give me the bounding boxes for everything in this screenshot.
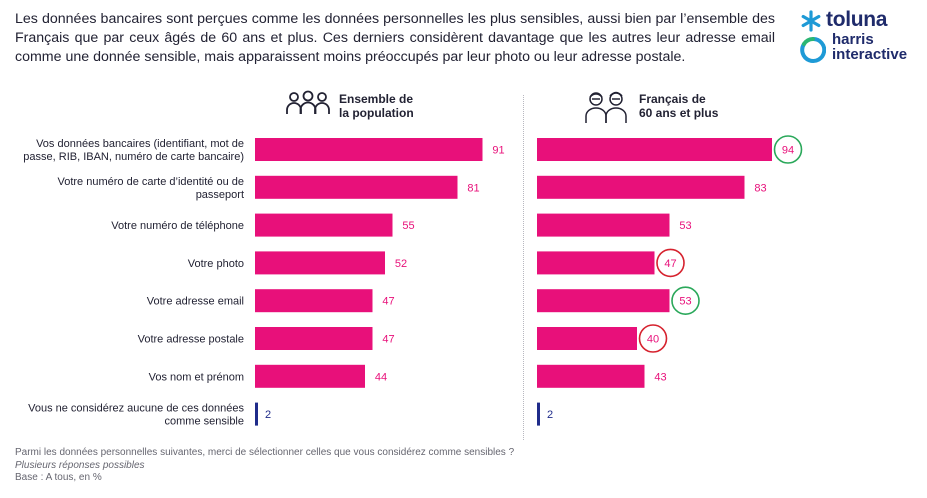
category-label: Votre adresse postale: [138, 334, 244, 346]
value-label: 2: [265, 409, 271, 421]
bar: [255, 251, 385, 275]
logo-line2: interactive: [832, 46, 908, 63]
bar: [537, 289, 670, 313]
value-label: 53: [679, 220, 691, 232]
bar: [255, 138, 483, 161]
toluna-star-icon: [801, 10, 821, 32]
senior-couple-icon: [585, 91, 627, 123]
toluna-harris-logo: toluna harris interactive: [800, 8, 922, 70]
value-label: 55: [402, 220, 414, 232]
value-label: 53: [679, 296, 691, 308]
bar: [255, 289, 373, 313]
value-label: 83: [754, 182, 766, 194]
panel-title: Français de 60 ans et plus: [639, 92, 719, 120]
panel-header-population: Ensemble de la population: [285, 90, 485, 130]
bar: [537, 327, 637, 350]
higher-significance-circle: [773, 135, 803, 164]
value-label: 91: [492, 145, 504, 157]
category-label: passe, RIB, IBAN, numéro de carte bancai…: [23, 151, 244, 163]
category-label: Vous ne considérez aucune de ces données: [28, 403, 244, 415]
lower-significance-circle: [656, 248, 685, 278]
intro-paragraph: Les données bancaires sont perçues comme…: [15, 11, 775, 65]
footer-base: Base : A tous, en %: [15, 472, 102, 483]
group-people-icon: [286, 90, 330, 114]
category-label: Votre numéro de téléphone: [111, 220, 244, 232]
logo-line1: harris: [832, 31, 874, 48]
value-label: 2: [547, 409, 553, 421]
bar: [537, 175, 745, 199]
higher-significance-circle: [671, 286, 700, 316]
footer-note: Plusieurs réponses possibles: [15, 459, 145, 471]
harris-ring-icon: [800, 36, 826, 63]
category-label: Votre adresse email: [147, 296, 244, 308]
bar: [255, 364, 365, 388]
panel-divider: [523, 95, 524, 440]
bar: [537, 402, 540, 426]
bar: [537, 213, 670, 237]
value-label: 44: [375, 371, 387, 383]
chart-footer: Parmi les données personnelles suivantes…: [15, 447, 514, 485]
value-label: 52: [395, 258, 407, 270]
footer-question: Parmi les données personnelles suivantes…: [15, 447, 515, 458]
lower-significance-circle: [638, 324, 668, 353]
logo-brand-text: toluna: [826, 8, 888, 31]
value-label: 43: [654, 371, 666, 383]
bar: [255, 213, 393, 237]
category-label: Votre numéro de carte d’identité ou de: [57, 176, 244, 188]
panel-header-seniors: Français de 60 ans et plus: [585, 90, 785, 130]
value-label: 40: [647, 334, 659, 346]
category-label: Vos nom et prénom: [149, 371, 244, 383]
bar: [255, 327, 373, 350]
value-label: 47: [382, 334, 394, 346]
bar: [255, 402, 258, 426]
category-label: passeport: [196, 189, 244, 201]
bar: [255, 175, 458, 199]
category-label: Vos données bancaires (identifiant, mot …: [36, 138, 244, 150]
value-label: 94: [782, 145, 794, 157]
panel-title: Ensemble de la population: [339, 92, 414, 120]
bar: [537, 364, 645, 388]
bar: [537, 251, 655, 275]
category-label: Votre photo: [188, 258, 244, 270]
value-label: 47: [664, 258, 676, 270]
category-label: comme sensible: [165, 416, 244, 428]
value-label: 81: [467, 182, 479, 194]
bar: [537, 138, 772, 161]
value-label: 47: [382, 296, 394, 308]
